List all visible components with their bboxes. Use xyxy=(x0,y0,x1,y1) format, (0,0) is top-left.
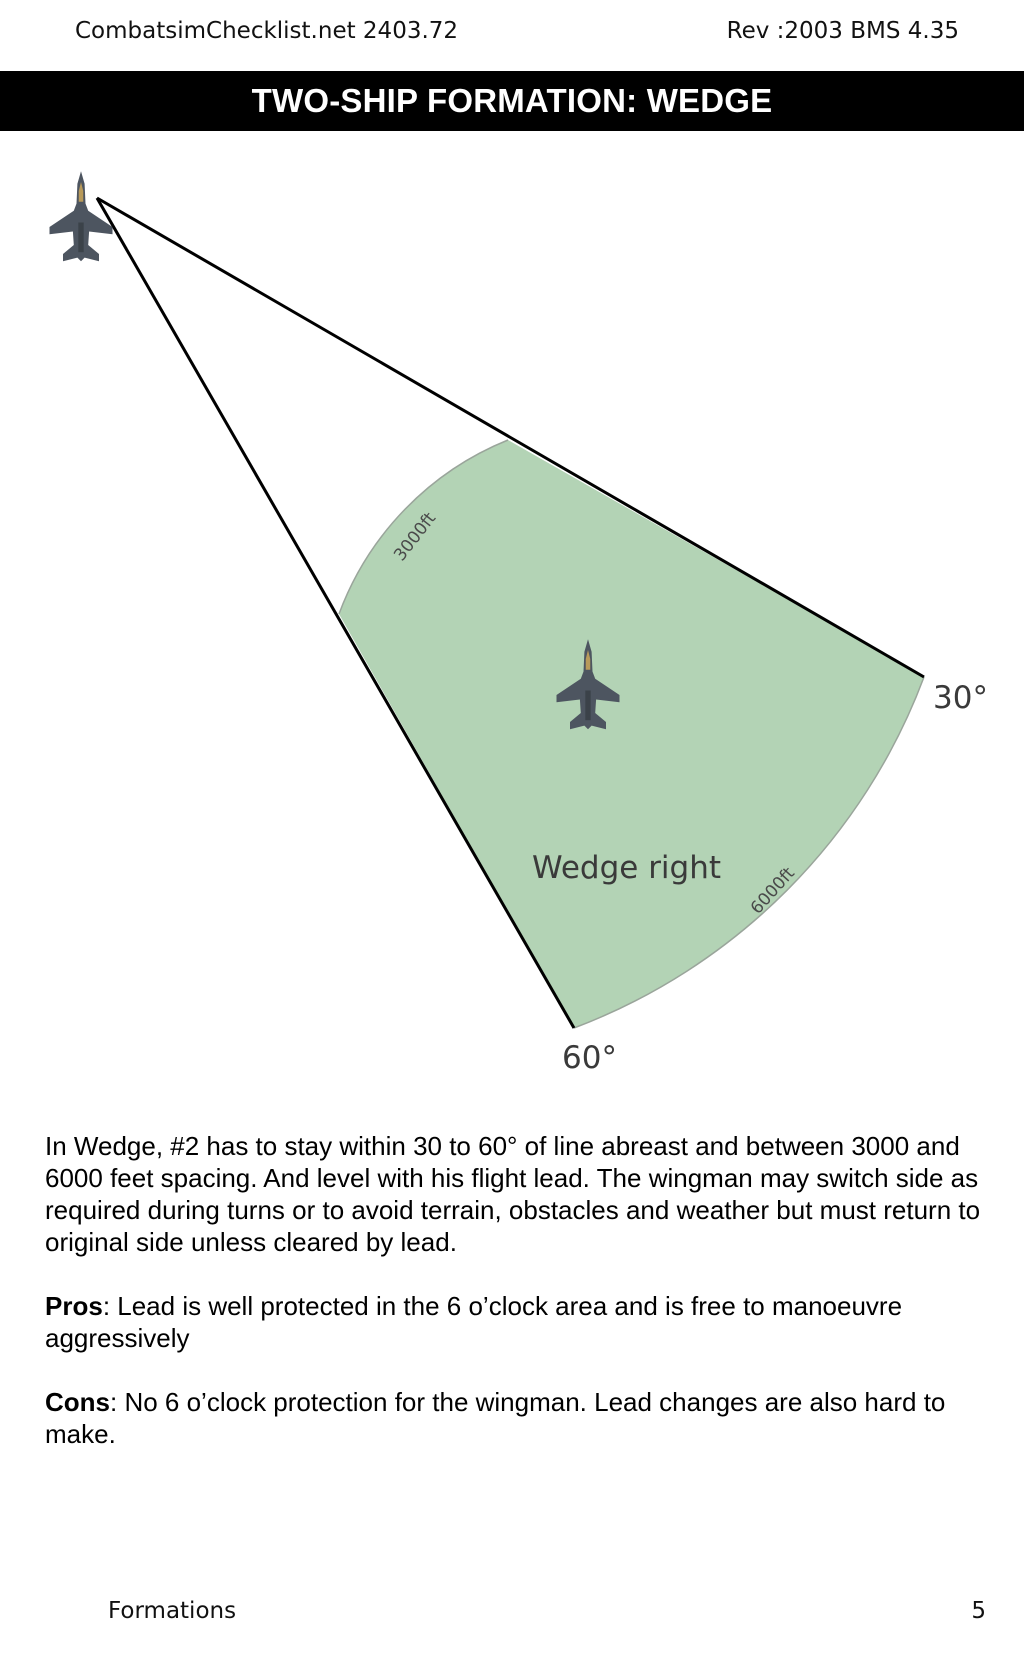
arc-3000ft xyxy=(338,439,509,615)
description-paragraph: In Wedge, #2 has to stay within 30 to 60… xyxy=(45,1131,981,1257)
label-30-degrees: 30° xyxy=(933,680,988,716)
line-60-degree xyxy=(95,197,576,1029)
header-document-id: CombatsimChecklist.net 2403.72 xyxy=(75,18,459,44)
wedge-diagram: 30° 60° 3000ft 6000ft Wedge right xyxy=(49,171,988,1076)
line-30-degree xyxy=(96,196,925,679)
page-title: TWO-SHIP FORMATION: WEDGE xyxy=(251,82,773,119)
header-revision: Rev :2003 BMS 4.35 xyxy=(726,18,959,44)
arc-6000ft xyxy=(573,676,925,1029)
wedge-right-zone xyxy=(339,440,924,1028)
footer-section-name: Formations xyxy=(108,1598,237,1624)
cons-label: Cons xyxy=(45,1387,110,1417)
cons-text: : No 6 o’clock protection for the wingma… xyxy=(45,1387,946,1449)
pros-text: : Lead is well protected in the 6 o’cloc… xyxy=(45,1291,903,1353)
body-text: In Wedge, #2 has to stay within 30 to 60… xyxy=(45,1130,995,1482)
pros-label: Pros xyxy=(45,1291,103,1321)
pros-paragraph: Pros: Lead is well protected in the 6 o’… xyxy=(45,1290,995,1354)
label-60-degrees: 60° xyxy=(562,1040,617,1076)
title-bar: TWO-SHIP FORMATION: WEDGE xyxy=(0,71,1024,131)
label-wedge-right: Wedge right xyxy=(532,850,721,886)
cons-paragraph: Cons: No 6 o’clock protection for the wi… xyxy=(45,1386,995,1450)
lead-aircraft-icon xyxy=(49,171,113,262)
footer-page-number: 5 xyxy=(971,1598,986,1624)
